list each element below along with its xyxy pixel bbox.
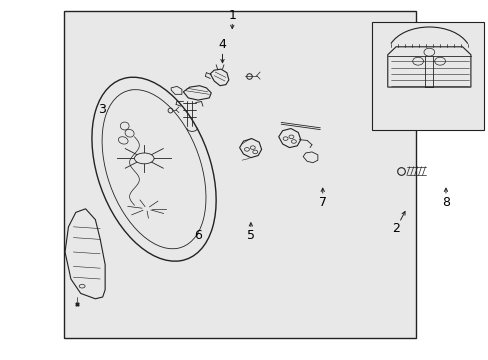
Bar (371, 22, 483, 130)
Text: 2: 2 (391, 222, 399, 235)
Text: 8: 8 (441, 196, 449, 209)
Text: 4: 4 (218, 39, 226, 51)
Text: 5: 5 (246, 229, 254, 242)
Text: 6: 6 (194, 229, 202, 242)
Ellipse shape (102, 90, 205, 249)
Text: 1: 1 (228, 9, 236, 22)
Text: 7: 7 (318, 196, 326, 209)
Ellipse shape (134, 153, 154, 164)
Text: 3: 3 (98, 103, 105, 116)
Bar (63, 11, 415, 338)
